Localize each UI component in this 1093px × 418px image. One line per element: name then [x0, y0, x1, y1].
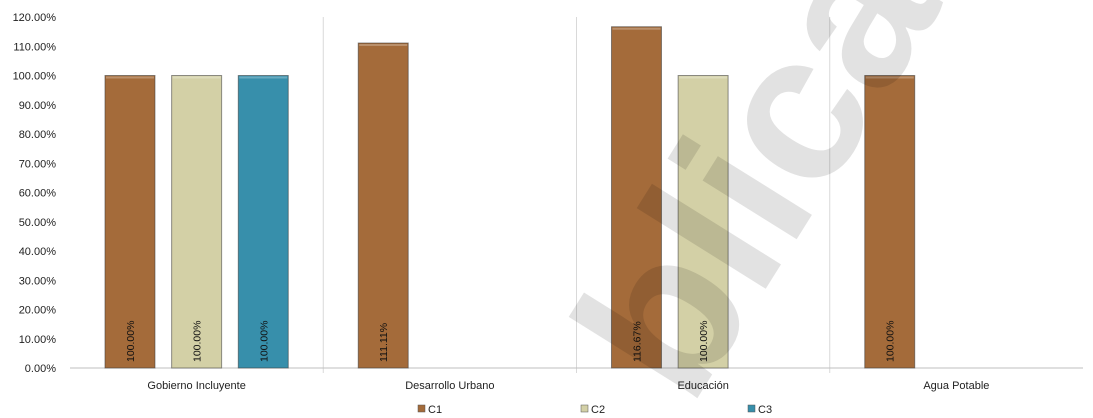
legend-swatch [417, 404, 426, 413]
x-tick-label: Gobierno Incluyente [147, 380, 245, 392]
legend-item-c1: C1 [417, 404, 442, 416]
y-tick-label: 50.00% [19, 217, 57, 229]
data-label: 100.00% [192, 321, 204, 362]
x-tick-label: Desarrollo Urbano [405, 380, 494, 392]
y-tick-label: 20.00% [19, 305, 57, 317]
bar-c1 [357, 42, 409, 369]
legend-item-c3: C3 [747, 404, 772, 416]
legend-swatch [580, 404, 589, 413]
bar-highlight [865, 76, 914, 79]
bar-highlight [239, 76, 288, 79]
legend-swatch [747, 404, 756, 413]
x-tick-label: Agua Potable [923, 380, 989, 392]
bar-c1 [610, 26, 662, 369]
y-tick-label: 120.00% [13, 12, 57, 24]
y-tick-label: 60.00% [19, 188, 57, 200]
legend: C1 C2 C3 [417, 404, 772, 416]
data-label: 116.67% [631, 321, 643, 362]
bar-c1 [104, 75, 156, 369]
y-tick-label: 40.00% [19, 246, 57, 258]
y-tick-label: 90.00% [19, 100, 57, 112]
y-tick-label: 70.00% [19, 158, 57, 170]
legend-label: C2 [591, 404, 605, 416]
bar-highlight [359, 44, 408, 47]
bars-group [104, 26, 916, 369]
data-label: 100.00% [125, 321, 137, 362]
legend-item-c2: C2 [580, 404, 605, 416]
bar-highlight [679, 76, 728, 79]
bar-c1 [864, 75, 916, 369]
y-tick-label: 100.00% [13, 71, 57, 83]
legend-label: C1 [428, 404, 442, 416]
y-tick-label: 30.00% [19, 275, 57, 287]
bar-highlight [105, 76, 154, 79]
bar-c2 [171, 75, 223, 369]
legend-label: C3 [758, 404, 772, 416]
data-label: 100.00% [885, 321, 897, 362]
y-tick-label: 80.00% [19, 129, 57, 141]
bar-c3 [237, 75, 289, 369]
data-label: 111.11% [378, 323, 390, 362]
axes-group: 0.00% 10.00% 20.00% 30.00% 40.00% 50.00% 60.00… [13, 12, 1083, 392]
bar-highlight [172, 76, 221, 79]
bar-c2 [677, 75, 729, 369]
y-tick-label: 0.00% [25, 363, 56, 375]
bar-highlight [612, 27, 661, 30]
data-label: 100.00% [258, 321, 270, 362]
data-labels-group: 100.00% 111.11% 116.67% 100.00% 100.00% 100.0… [125, 321, 897, 362]
data-label: 100.00% [698, 321, 710, 362]
x-tick-label: Educación [677, 380, 728, 392]
y-tick-label: 110.00% [13, 41, 56, 53]
y-tick-label: 10.00% [19, 334, 57, 346]
